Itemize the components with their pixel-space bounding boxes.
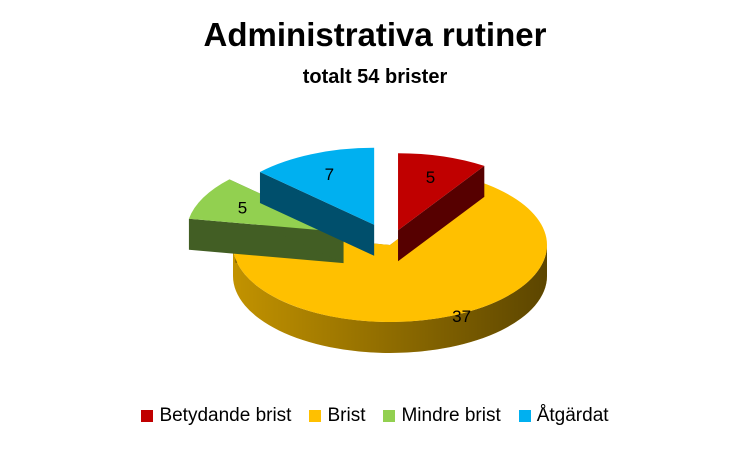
legend-swatch [141,410,154,422]
legend-item-betydande-brist: Betydande brist [141,405,291,427]
legend-label: Betydande brist [159,405,292,426]
chart-title: Administrativa rutiner [203,16,547,53]
legend-label: Mindre brist [401,405,501,426]
legend-item-mindre-brist: Mindre brist [383,405,501,427]
pie-slice-3 [259,147,375,256]
legend-label: Åtgärdat [536,405,609,426]
legend: Betydande brist Brist Mindre brist Åtgär… [0,405,750,427]
legend-swatch [309,410,322,422]
pie-slice-0 [398,153,485,262]
chart-subtitle: totalt 54 brister [302,66,448,88]
pie-value-label: 5 [426,168,435,187]
legend-label: Brist [327,405,366,426]
legend-item-atgardat: Åtgärdat [518,405,609,427]
legend-item-brist: Brist [309,405,365,427]
pie-value-label: 37 [452,307,471,326]
legend-swatch [383,410,396,422]
pie-value-label: 7 [325,165,334,184]
pie-value-label: 5 [238,198,247,217]
legend-swatch [518,410,531,422]
